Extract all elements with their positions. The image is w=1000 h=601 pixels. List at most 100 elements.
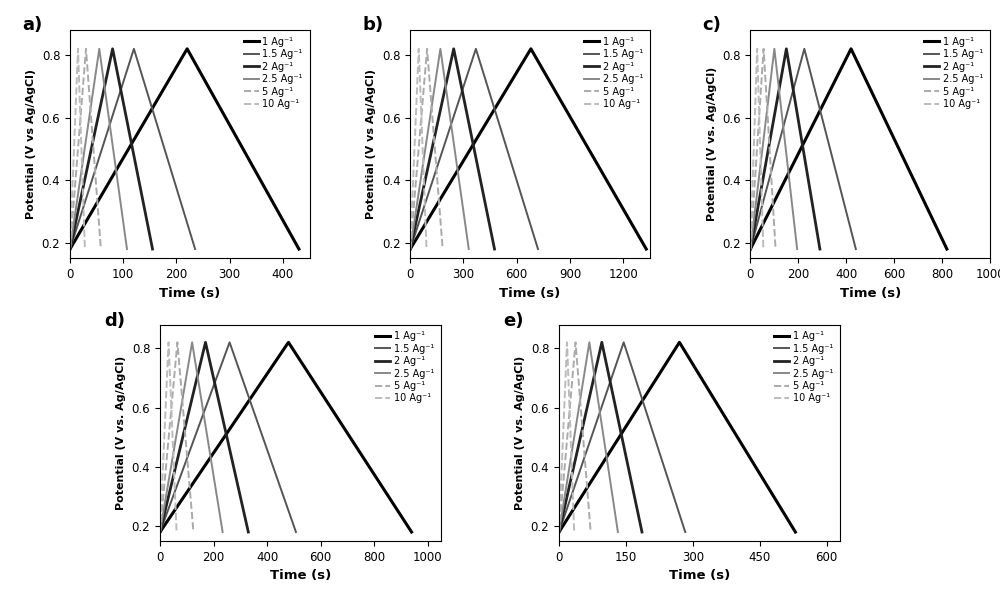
Text: b): b) <box>362 16 383 34</box>
2 Ag⁻¹ <box>596 339 608 346</box>
2 Ag⁻¹ <box>448 45 460 52</box>
10 Ag⁻¹ <box>553 528 565 535</box>
1.5 Ag⁻¹ <box>798 45 810 52</box>
2 Ag⁻¹ <box>814 245 826 252</box>
2 Ag⁻¹ <box>780 45 792 52</box>
Line: 1 Ag⁻¹: 1 Ag⁻¹ <box>750 49 947 249</box>
10 Ag⁻¹ <box>72 45 84 52</box>
2 Ag⁻¹ <box>107 45 119 52</box>
5 Ag⁻¹ <box>154 528 166 535</box>
Legend: 1 Ag⁻¹, 1.5 Ag⁻¹, 2 Ag⁻¹, 2.5 Ag⁻¹, 5 Ag⁻¹, 10 Ag⁻¹: 1 Ag⁻¹, 1.5 Ag⁻¹, 2 Ag⁻¹, 2.5 Ag⁻¹, 5 Ag… <box>242 35 305 111</box>
2 Ag⁻¹ <box>404 245 416 252</box>
2 Ag⁻¹ <box>64 245 76 252</box>
Line: 5 Ag⁻¹: 5 Ag⁻¹ <box>559 343 591 532</box>
5 Ag⁻¹ <box>404 245 416 252</box>
Line: 2 Ag⁻¹: 2 Ag⁻¹ <box>559 343 642 532</box>
1 Ag⁻¹ <box>553 528 565 535</box>
1.5 Ag⁻¹ <box>618 339 630 346</box>
2 Ag⁻¹ <box>448 45 460 52</box>
2.5 Ag⁻¹ <box>64 245 76 252</box>
5 Ag⁻¹ <box>585 528 597 535</box>
10 Ag⁻¹ <box>421 245 433 252</box>
Line: 1.5 Ag⁻¹: 1.5 Ag⁻¹ <box>160 343 296 532</box>
Line: 1 Ag⁻¹: 1 Ag⁻¹ <box>559 343 795 532</box>
10 Ag⁻¹ <box>561 339 573 346</box>
X-axis label: Time (s): Time (s) <box>499 287 561 300</box>
Legend: 1 Ag⁻¹, 1.5 Ag⁻¹, 2 Ag⁻¹, 2.5 Ag⁻¹, 5 Ag⁻¹, 10 Ag⁻¹: 1 Ag⁻¹, 1.5 Ag⁻¹, 2 Ag⁻¹, 2.5 Ag⁻¹, 5 Ag… <box>373 329 436 406</box>
X-axis label: Time (s): Time (s) <box>669 569 730 582</box>
Y-axis label: Potential (V vs Ag/AgCl): Potential (V vs Ag/AgCl) <box>366 69 376 219</box>
5 Ag⁻¹ <box>770 245 782 252</box>
10 Ag⁻¹ <box>171 528 183 535</box>
1 Ag⁻¹ <box>941 245 953 252</box>
Line: 5 Ag⁻¹: 5 Ag⁻¹ <box>160 343 193 532</box>
5 Ag⁻¹ <box>421 45 433 52</box>
2.5 Ag⁻¹ <box>434 45 446 52</box>
2.5 Ag⁻¹ <box>583 339 595 346</box>
Line: 2.5 Ag⁻¹: 2.5 Ag⁻¹ <box>70 49 127 249</box>
10 Ag⁻¹ <box>72 45 84 52</box>
2.5 Ag⁻¹ <box>93 45 105 52</box>
10 Ag⁻¹ <box>751 45 763 52</box>
10 Ag⁻¹ <box>154 528 166 535</box>
1 Ag⁻¹ <box>845 45 857 52</box>
1.5 Ag⁻¹ <box>128 45 140 52</box>
1.5 Ag⁻¹ <box>290 528 302 535</box>
1 Ag⁻¹ <box>282 339 294 346</box>
2.5 Ag⁻¹ <box>744 245 756 252</box>
10 Ag⁻¹ <box>757 245 769 252</box>
1.5 Ag⁻¹ <box>850 245 862 252</box>
2 Ag⁻¹ <box>242 528 254 535</box>
5 Ag⁻¹ <box>171 339 183 346</box>
5 Ag⁻¹ <box>570 339 582 346</box>
10 Ag⁻¹ <box>568 528 580 535</box>
5 Ag⁻¹ <box>421 45 433 52</box>
1 Ag⁻¹ <box>282 339 294 346</box>
2 Ag⁻¹ <box>199 339 211 346</box>
1.5 Ag⁻¹ <box>128 45 140 52</box>
Y-axis label: Potential (V vs Ag/AgCl): Potential (V vs Ag/AgCl) <box>26 69 36 219</box>
Line: 10 Ag⁻¹: 10 Ag⁻¹ <box>70 49 85 249</box>
Line: 5 Ag⁻¹: 5 Ag⁻¹ <box>70 49 101 249</box>
2.5 Ag⁻¹ <box>154 528 166 535</box>
Legend: 1 Ag⁻¹, 1.5 Ag⁻¹, 2 Ag⁻¹, 2.5 Ag⁻¹, 5 Ag⁻¹, 10 Ag⁻¹: 1 Ag⁻¹, 1.5 Ag⁻¹, 2 Ag⁻¹, 2.5 Ag⁻¹, 5 Ag… <box>582 35 645 111</box>
Line: 10 Ag⁻¹: 10 Ag⁻¹ <box>750 49 763 249</box>
2.5 Ag⁻¹ <box>217 528 229 535</box>
10 Ag⁻¹ <box>561 339 573 346</box>
1 Ag⁻¹ <box>525 45 537 52</box>
Line: 1.5 Ag⁻¹: 1.5 Ag⁻¹ <box>559 343 685 532</box>
1.5 Ag⁻¹ <box>404 245 416 252</box>
2.5 Ag⁻¹ <box>768 45 780 52</box>
Line: 2 Ag⁻¹: 2 Ag⁻¹ <box>160 343 248 532</box>
5 Ag⁻¹ <box>80 45 92 52</box>
Y-axis label: Potential (V vs. Ag/AgCl): Potential (V vs. Ag/AgCl) <box>515 356 525 510</box>
1 Ag⁻¹ <box>293 245 305 252</box>
Line: 1.5 Ag⁻¹: 1.5 Ag⁻¹ <box>750 49 856 249</box>
Text: e): e) <box>503 311 523 329</box>
2.5 Ag⁻¹ <box>791 245 803 252</box>
10 Ag⁻¹ <box>64 245 76 252</box>
5 Ag⁻¹ <box>80 45 92 52</box>
1 Ag⁻¹ <box>181 45 193 52</box>
1.5 Ag⁻¹ <box>679 528 691 535</box>
2.5 Ag⁻¹ <box>463 245 475 252</box>
2.5 Ag⁻¹ <box>768 45 780 52</box>
2.5 Ag⁻¹ <box>583 339 595 346</box>
X-axis label: Time (s): Time (s) <box>270 569 331 582</box>
5 Ag⁻¹ <box>64 245 76 252</box>
1.5 Ag⁻¹ <box>154 528 166 535</box>
2 Ag⁻¹ <box>154 528 166 535</box>
5 Ag⁻¹ <box>95 245 107 252</box>
Line: 5 Ag⁻¹: 5 Ag⁻¹ <box>750 49 776 249</box>
2 Ag⁻¹ <box>553 528 565 535</box>
Line: 1.5 Ag⁻¹: 1.5 Ag⁻¹ <box>410 49 538 249</box>
Line: 2.5 Ag⁻¹: 2.5 Ag⁻¹ <box>750 49 797 249</box>
1.5 Ag⁻¹ <box>744 245 756 252</box>
X-axis label: Time (s): Time (s) <box>840 287 901 300</box>
2 Ag⁻¹ <box>147 245 159 252</box>
Line: 2.5 Ag⁻¹: 2.5 Ag⁻¹ <box>160 343 223 532</box>
2.5 Ag⁻¹ <box>553 528 565 535</box>
2.5 Ag⁻¹ <box>404 245 416 252</box>
2 Ag⁻¹ <box>107 45 119 52</box>
1.5 Ag⁻¹ <box>189 245 201 252</box>
